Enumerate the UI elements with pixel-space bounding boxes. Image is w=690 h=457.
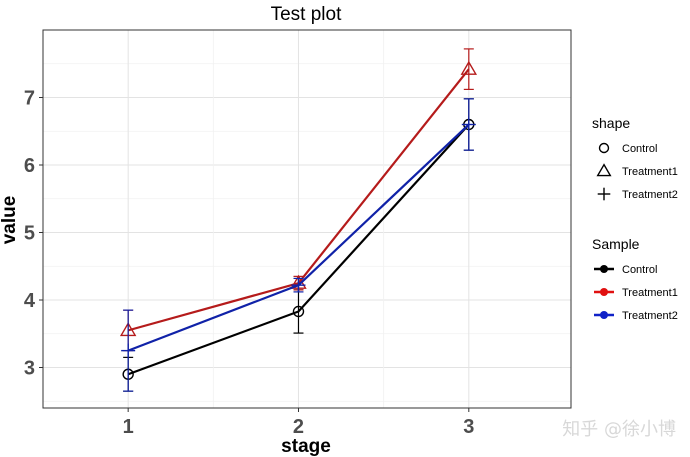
x-axis-title: stage bbox=[281, 436, 331, 457]
legend-key-dot bbox=[600, 311, 608, 319]
x-tick-label: 3 bbox=[463, 416, 474, 438]
y-axis-title: value bbox=[0, 196, 20, 245]
circle-marker bbox=[598, 142, 610, 154]
series-layer bbox=[119, 48, 478, 392]
plus-marker bbox=[121, 343, 136, 358]
legend-sample: Sample Control Treatment1 Treatment2 bbox=[592, 236, 678, 322]
circle-marker bbox=[292, 305, 305, 318]
legend-label: Treatment1 bbox=[622, 287, 678, 299]
legend-label: Treatment2 bbox=[622, 310, 678, 322]
x-tick-label: 1 bbox=[123, 416, 134, 438]
y-tick-label: 6 bbox=[24, 155, 35, 177]
legend-key-dot bbox=[600, 265, 608, 273]
axes: 3 4 5 6 7 1 2 3 bbox=[24, 88, 474, 439]
series-treatment2 bbox=[121, 98, 476, 392]
legend-label: Treatment1 bbox=[622, 166, 678, 178]
plot-panel bbox=[42, 29, 572, 409]
y-tick-label: 7 bbox=[24, 88, 35, 110]
y-tick-label: 5 bbox=[24, 223, 35, 245]
plus-marker bbox=[291, 278, 306, 293]
watermark: 知乎 @徐小博 bbox=[562, 419, 676, 440]
triangle-marker bbox=[596, 163, 612, 177]
legends: shape Control Treatment1 Treatment2 Sample Co… bbox=[592, 115, 678, 322]
y-tick-label: 3 bbox=[24, 358, 35, 380]
plus-marker bbox=[461, 117, 476, 132]
legend-label: Treatment2 bbox=[622, 189, 678, 201]
y-tick-label: 4 bbox=[24, 290, 36, 312]
chart-title: Test plot bbox=[271, 4, 342, 25]
legend-label: Control bbox=[622, 143, 657, 155]
legend-key-dot bbox=[600, 288, 608, 296]
triangle-marker bbox=[460, 60, 478, 75]
x-tick-label: 2 bbox=[293, 416, 304, 438]
legend-title: shape bbox=[592, 115, 630, 131]
legend-label: Control bbox=[622, 264, 657, 276]
legend-title: Sample bbox=[592, 236, 640, 252]
plus-marker bbox=[597, 187, 611, 201]
legend-shape: shape Control Treatment1 Treatment2 bbox=[592, 115, 678, 201]
